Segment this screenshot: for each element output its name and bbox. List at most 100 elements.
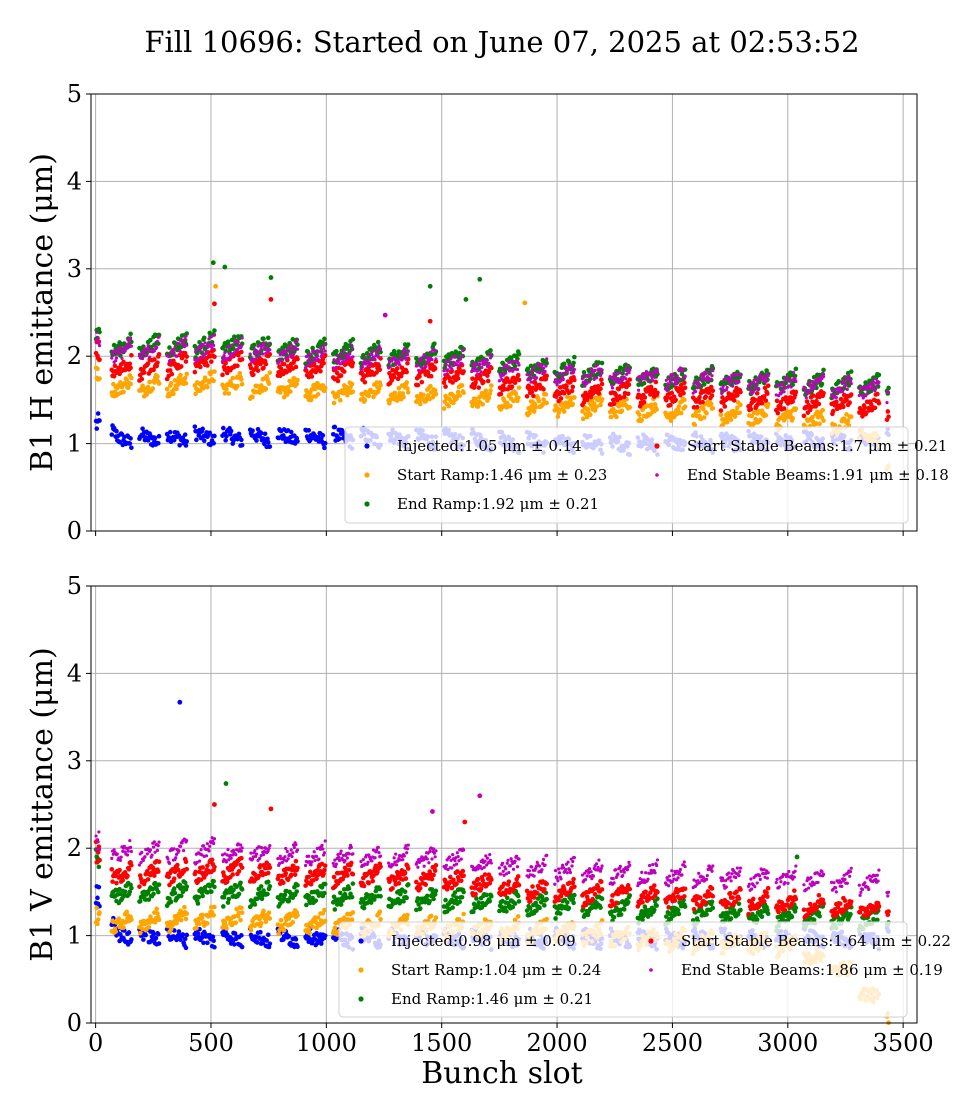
- data-point: [94, 426, 100, 431]
- data-point: [205, 921, 210, 926]
- legend-marker: [364, 501, 370, 507]
- data-point: [254, 438, 259, 443]
- data-point: [816, 381, 820, 385]
- data-point: [182, 342, 186, 346]
- data-point: [613, 409, 618, 414]
- data-point: [178, 917, 184, 923]
- data-point: [293, 364, 299, 370]
- data-point: [693, 390, 698, 394]
- data-point: [619, 380, 623, 385]
- data-point: [377, 344, 381, 348]
- data-point: [378, 382, 383, 388]
- data-point: [155, 440, 161, 446]
- data-point: [809, 387, 813, 392]
- data-point: [593, 368, 597, 373]
- data-point: [774, 398, 780, 404]
- data-point: [95, 921, 100, 927]
- data-point: [747, 386, 751, 390]
- data-point: [239, 357, 245, 362]
- data-point: [231, 438, 236, 443]
- data-point: [528, 373, 532, 377]
- data-point: [757, 387, 761, 391]
- data-point: [872, 405, 878, 411]
- data-point: [725, 385, 729, 390]
- data-point: [515, 914, 521, 919]
- data-point: [790, 399, 796, 404]
- data-point: [363, 355, 367, 359]
- data-point: [310, 361, 314, 365]
- data-point: [167, 354, 171, 359]
- data-point: [258, 350, 262, 354]
- data-point: [348, 352, 352, 356]
- data-point: [524, 393, 530, 399]
- data-point: [673, 397, 679, 403]
- chart-title: Fill 10696: Started on June 07, 2025 at …: [144, 25, 859, 59]
- data-point: [700, 399, 705, 405]
- data-point: [588, 374, 592, 378]
- legend-item: End Stable Beams:1.91 μm ± 0.18: [655, 466, 949, 484]
- data-point: [783, 386, 787, 390]
- data-point: [506, 366, 510, 370]
- data-point: [252, 347, 256, 351]
- data-point: [405, 356, 409, 360]
- data-point: [793, 389, 799, 395]
- data-point: [197, 356, 202, 361]
- data-point: [626, 382, 632, 388]
- data-point: [504, 371, 508, 375]
- data-point: [295, 438, 300, 444]
- data-point: [516, 377, 522, 383]
- data-point: [116, 916, 122, 922]
- data-point: [378, 347, 383, 351]
- data-point: [476, 373, 480, 377]
- data-point: [239, 377, 244, 382]
- legend-label: Start Stable Beams:1.7 μm ± 0.21: [687, 437, 947, 455]
- data-point: [807, 381, 811, 385]
- data-point: [377, 367, 383, 373]
- data-point: [441, 406, 447, 411]
- data-point: [318, 941, 324, 946]
- legend-item: Start Ramp:1.46 μm ± 0.23: [364, 466, 607, 484]
- data-point: [532, 366, 536, 370]
- data-point: [251, 342, 257, 348]
- data-point: [201, 438, 207, 444]
- data-point: [250, 428, 255, 434]
- data-point: [678, 410, 684, 416]
- data-point: [721, 384, 725, 388]
- data-point: [488, 348, 493, 353]
- data-point: [584, 382, 588, 386]
- data-point: [508, 403, 513, 409]
- data-point: [838, 396, 844, 402]
- data-point: [248, 352, 252, 356]
- data-point: [126, 930, 132, 935]
- data-point: [697, 395, 702, 400]
- data-point: [500, 377, 504, 381]
- data-point: [239, 442, 245, 448]
- data-point: [362, 379, 368, 385]
- data-point: [144, 353, 149, 357]
- data-point: [417, 374, 422, 379]
- data-point: [350, 910, 356, 915]
- data-point: [368, 358, 372, 362]
- legend-label: End Ramp:1.92 μm ± 0.21: [397, 495, 599, 513]
- data-point: [819, 381, 825, 387]
- data-point: [865, 392, 869, 396]
- data-point: [454, 354, 458, 358]
- data-point: [205, 384, 210, 390]
- data-point: [340, 352, 344, 356]
- data-point: [373, 358, 377, 362]
- data-point: [540, 363, 544, 367]
- data-point: [95, 366, 100, 372]
- data-point: [710, 388, 716, 394]
- data-point: [793, 406, 799, 411]
- data-point: [841, 404, 846, 410]
- data-point: [572, 377, 577, 383]
- data-point: [184, 354, 190, 359]
- data-point: [197, 921, 202, 927]
- data-point: [627, 377, 633, 382]
- data-point: [667, 402, 673, 408]
- data-point: [338, 373, 344, 378]
- data-point: [240, 336, 244, 340]
- data-point: [545, 357, 549, 361]
- data-point: [459, 383, 465, 388]
- data-point: [315, 354, 319, 359]
